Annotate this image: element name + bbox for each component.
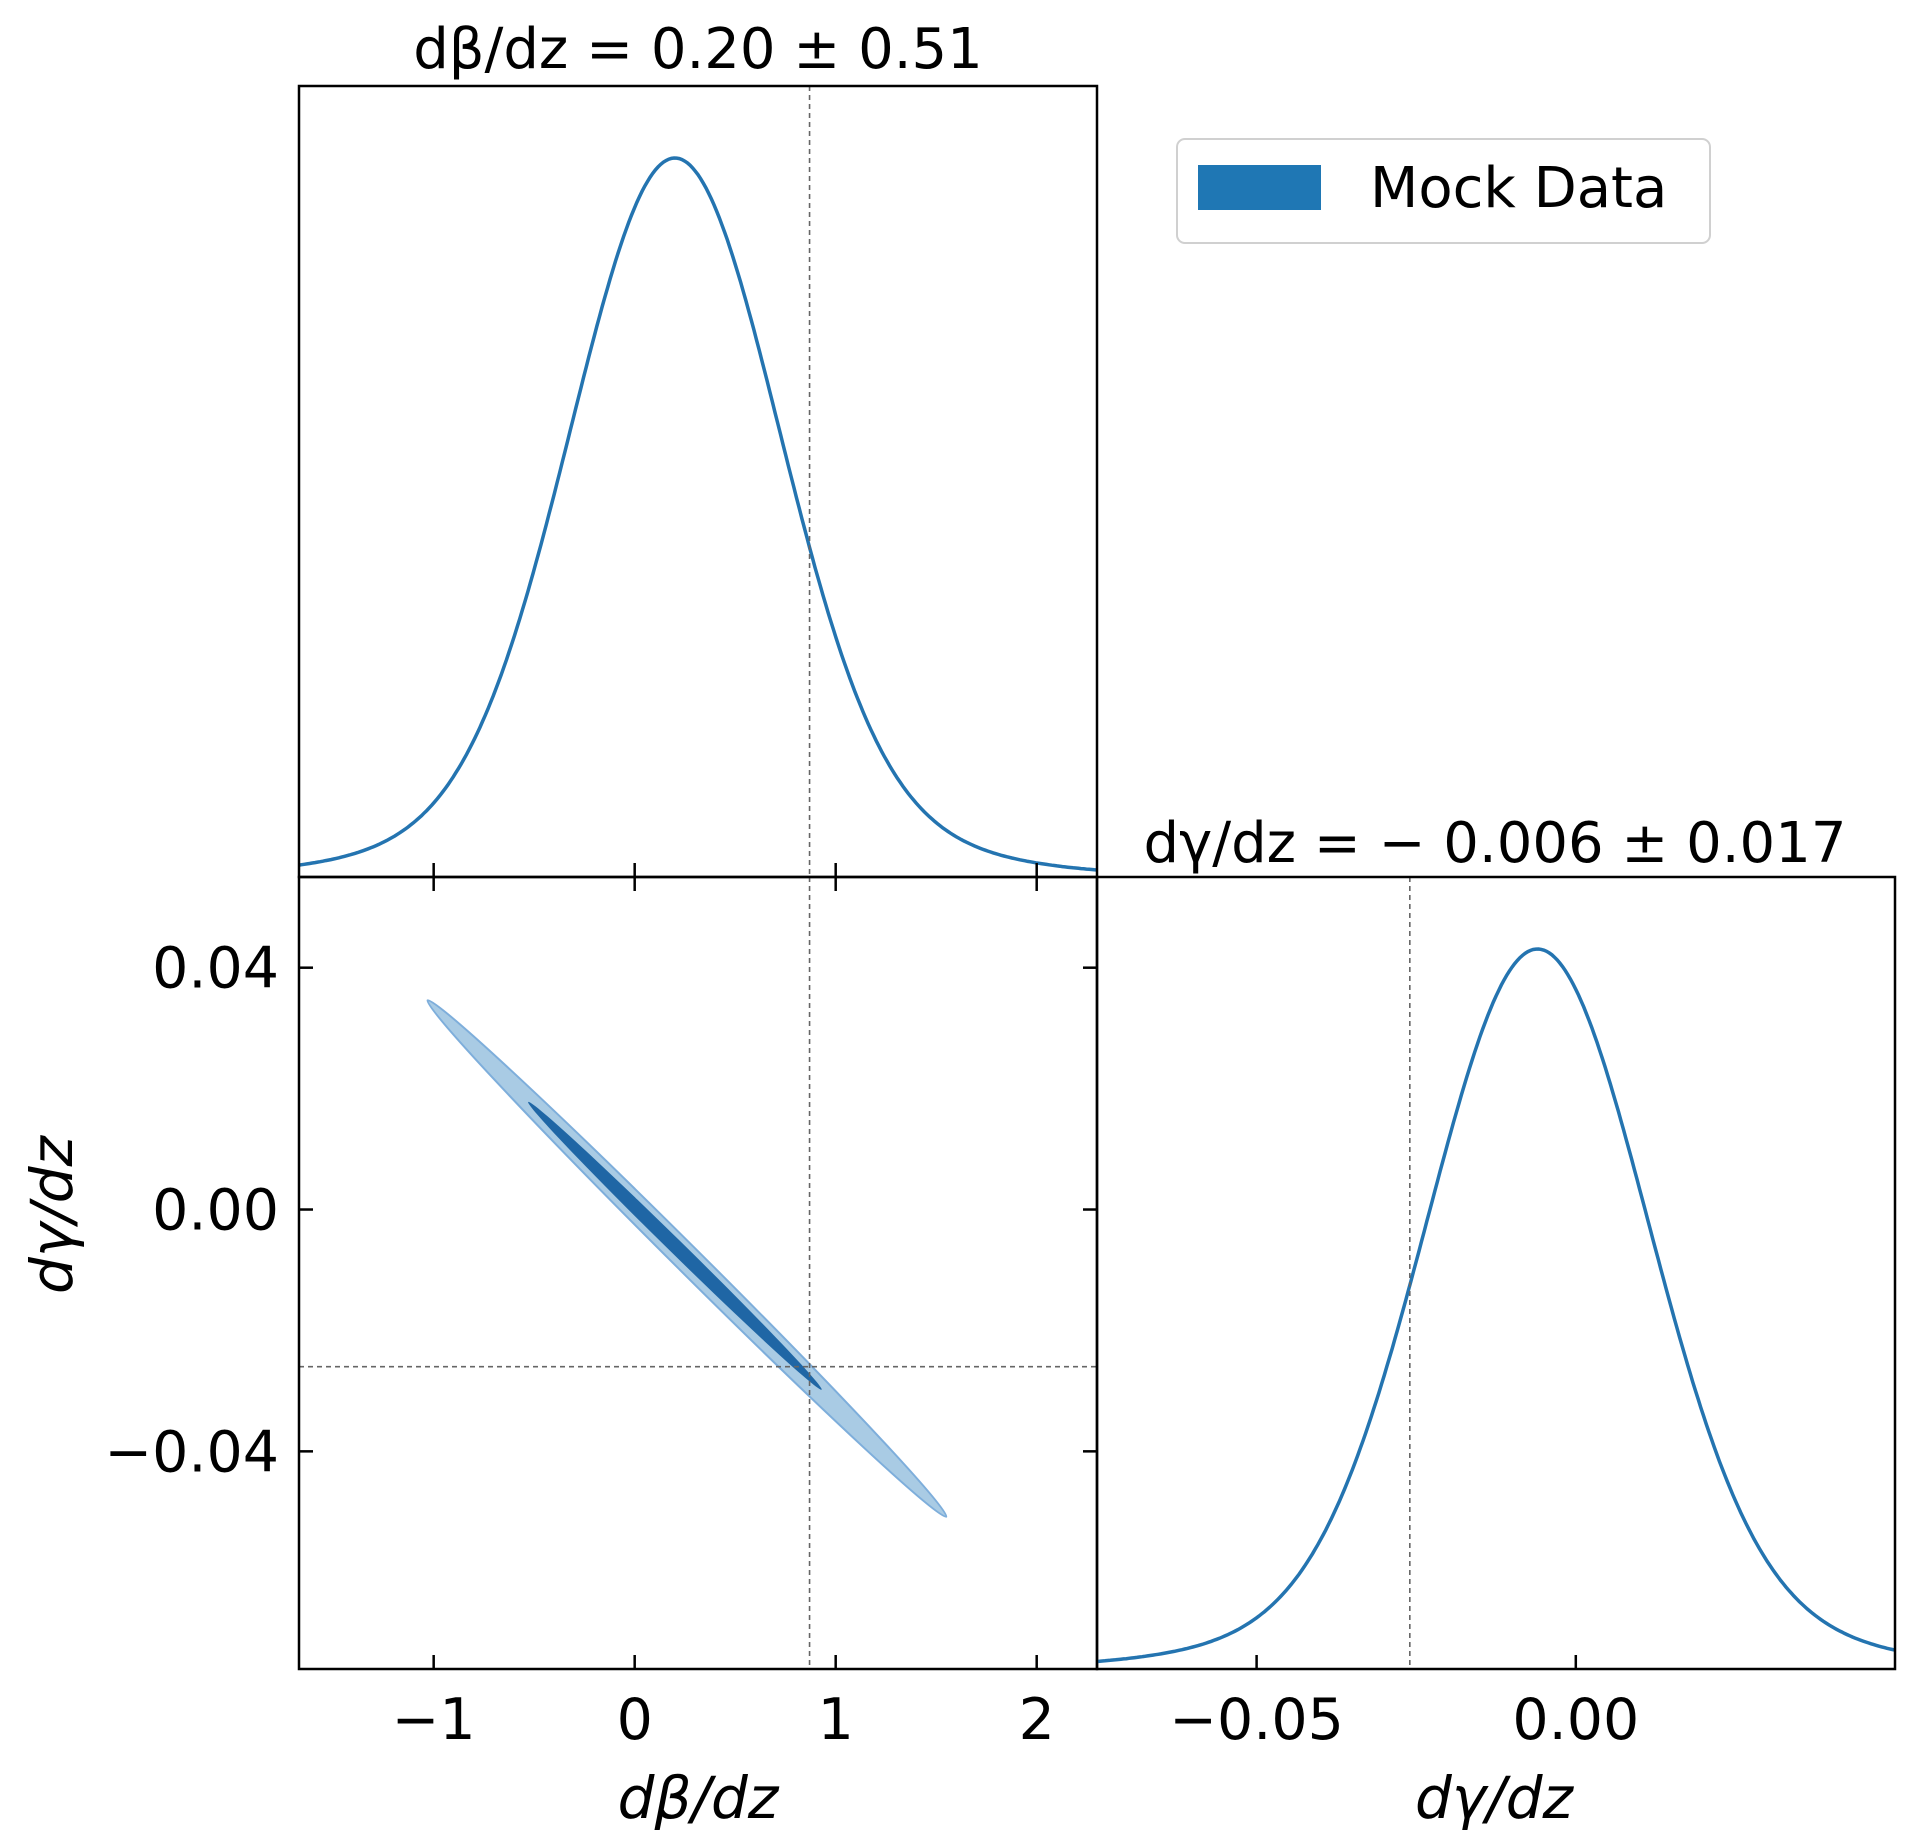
joint-x-tick-label: 0 — [617, 1687, 653, 1753]
joint-x-tick-label: 2 — [1019, 1687, 1055, 1753]
legend-label-mock-data: Mock Data — [1370, 156, 1667, 221]
y-axis-label-gamma: dγ/dz — [18, 1134, 86, 1293]
title-gamma-marginal: dγ/dz = − 0.006 ± 0.017 — [1144, 811, 1847, 876]
title-beta-marginal: dβ/dz = 0.20 ± 0.51 — [413, 17, 983, 82]
gamma-x-tick-label: 0.00 — [1512, 1687, 1639, 1753]
legend-patch-mock-data — [1198, 165, 1321, 210]
gamma-x-tick-label: −0.05 — [1169, 1687, 1344, 1753]
joint-x-tick-label: 1 — [818, 1687, 854, 1753]
x-axis-label-gamma: dγ/dz — [1415, 1764, 1574, 1832]
joint-x-tick-label: −1 — [392, 1687, 476, 1753]
gamma-marginal-curve — [1096, 947, 1896, 1664]
beta-panel-frame — [297, 84, 1099, 879]
panel-beta-marginal — [297, 84, 1099, 879]
panel-gamma-marginal: −0.05 0.00 — [1095, 875, 1897, 1753]
gamma-panel-frame — [1095, 875, 1897, 1671]
panel-joint-contour: −1 0 1 2 0.04 0.00 −0.04 — [104, 875, 1099, 1753]
beta-marginal-curve — [298, 156, 1098, 872]
joint-y-tick-label: −0.04 — [104, 1419, 279, 1485]
legend: Mock Data — [1176, 138, 1711, 244]
joint-y-tick-label: 0.00 — [152, 1178, 279, 1244]
contour-inner-1sigma — [528, 1101, 822, 1390]
joint-y-tick-label: 0.04 — [152, 936, 279, 1002]
x-axis-label-beta: dβ/dz — [618, 1764, 780, 1832]
